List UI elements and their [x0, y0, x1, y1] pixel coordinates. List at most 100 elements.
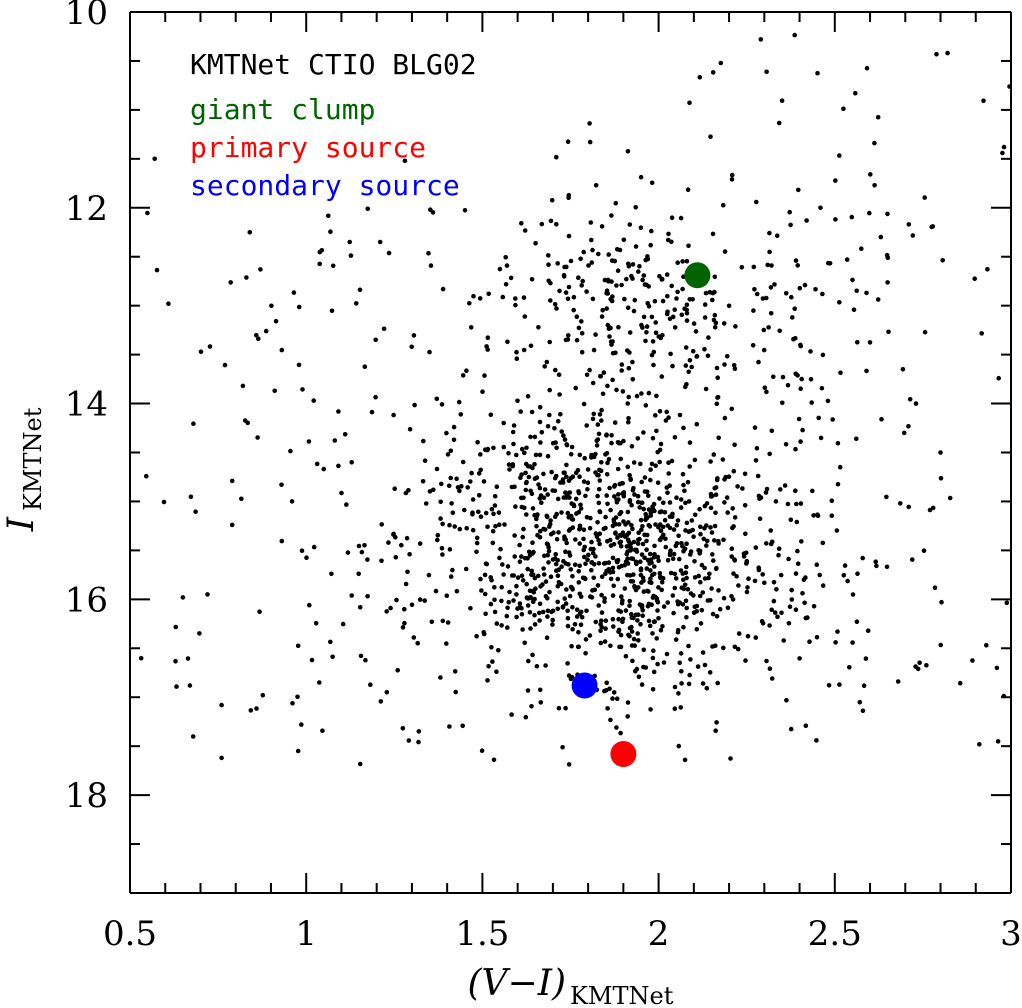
star-point — [491, 757, 497, 763]
star-point — [686, 499, 692, 504]
star-point — [984, 643, 989, 648]
star-point — [439, 546, 445, 551]
star-point — [932, 585, 938, 590]
y-tick-label: 18 — [65, 776, 108, 816]
star-point — [340, 621, 346, 627]
star-point — [356, 571, 362, 577]
star-point — [627, 625, 633, 631]
star-point — [479, 748, 485, 753]
star-point — [619, 368, 624, 373]
star-point — [409, 344, 415, 350]
star-point — [730, 525, 735, 531]
star-point — [480, 389, 485, 395]
star-point — [598, 374, 603, 379]
star-point — [529, 572, 534, 577]
star-point — [568, 451, 574, 457]
star-point — [646, 390, 652, 396]
star-point — [581, 479, 587, 484]
star-point — [614, 725, 619, 730]
star-point — [434, 466, 440, 472]
star-point — [788, 222, 793, 228]
star-point — [618, 456, 623, 462]
star-point — [760, 296, 766, 301]
star-point — [244, 275, 249, 280]
star-point — [618, 730, 623, 736]
star-point — [661, 660, 667, 665]
star-point — [439, 402, 445, 407]
star-point — [486, 291, 492, 297]
star-point — [431, 487, 436, 493]
star-point — [489, 645, 494, 650]
star-point — [829, 513, 835, 518]
star-point — [934, 51, 939, 57]
star-point — [623, 608, 629, 613]
star-point — [642, 555, 647, 561]
star-point — [655, 600, 661, 605]
star-point — [666, 460, 671, 466]
star-point — [548, 218, 554, 224]
star-point — [384, 609, 390, 614]
star-point — [686, 643, 691, 649]
star-point — [659, 587, 664, 593]
star-point — [519, 573, 525, 578]
star-point — [537, 452, 543, 458]
star-point — [885, 280, 890, 285]
star-point — [612, 258, 618, 264]
star-point — [626, 416, 631, 421]
star-point — [583, 576, 588, 582]
star-point — [704, 501, 710, 506]
star-point — [712, 325, 718, 330]
primary-source-marker — [610, 741, 637, 767]
star-point — [519, 611, 525, 617]
star-point — [716, 541, 721, 546]
star-point — [640, 325, 645, 330]
star-point — [444, 430, 449, 436]
star-point — [501, 572, 506, 577]
star-point — [947, 495, 953, 501]
star-point — [808, 377, 814, 382]
star-point — [573, 537, 578, 542]
star-point — [655, 480, 661, 486]
star-point — [594, 438, 600, 444]
y-tick-label: 12 — [65, 189, 108, 229]
star-point — [616, 522, 622, 527]
star-point — [514, 583, 519, 589]
star-point — [970, 658, 975, 663]
star-point — [613, 530, 618, 535]
star-point — [754, 446, 760, 451]
star-point — [599, 407, 604, 413]
star-point — [207, 344, 213, 349]
star-point — [753, 545, 759, 550]
star-point — [392, 486, 398, 492]
star-point — [193, 509, 198, 514]
star-point — [898, 501, 903, 506]
axes — [129, 11, 1012, 894]
star-point — [646, 601, 652, 607]
legend-giant-clump: giant clump — [190, 93, 375, 126]
star-point — [527, 610, 533, 615]
star-point — [938, 476, 944, 481]
star-point — [608, 643, 613, 649]
star-point — [786, 621, 792, 626]
star-point — [545, 608, 551, 614]
star-point — [712, 289, 717, 295]
star-point — [684, 318, 690, 323]
star-point — [514, 452, 519, 458]
star-point — [711, 452, 717, 457]
star-point — [725, 605, 731, 611]
star-point — [579, 283, 584, 288]
star-point — [699, 607, 705, 613]
star-point — [452, 524, 458, 529]
star-point — [789, 587, 794, 593]
star-point — [669, 458, 675, 464]
star-point — [632, 492, 637, 497]
star-point — [776, 546, 782, 551]
star-point — [785, 501, 791, 507]
star-point — [497, 555, 502, 561]
star-point — [650, 631, 655, 636]
star-point — [715, 680, 720, 686]
star-point — [377, 239, 383, 245]
star-point — [646, 523, 652, 528]
star-point — [642, 532, 647, 538]
star-point — [605, 460, 610, 466]
